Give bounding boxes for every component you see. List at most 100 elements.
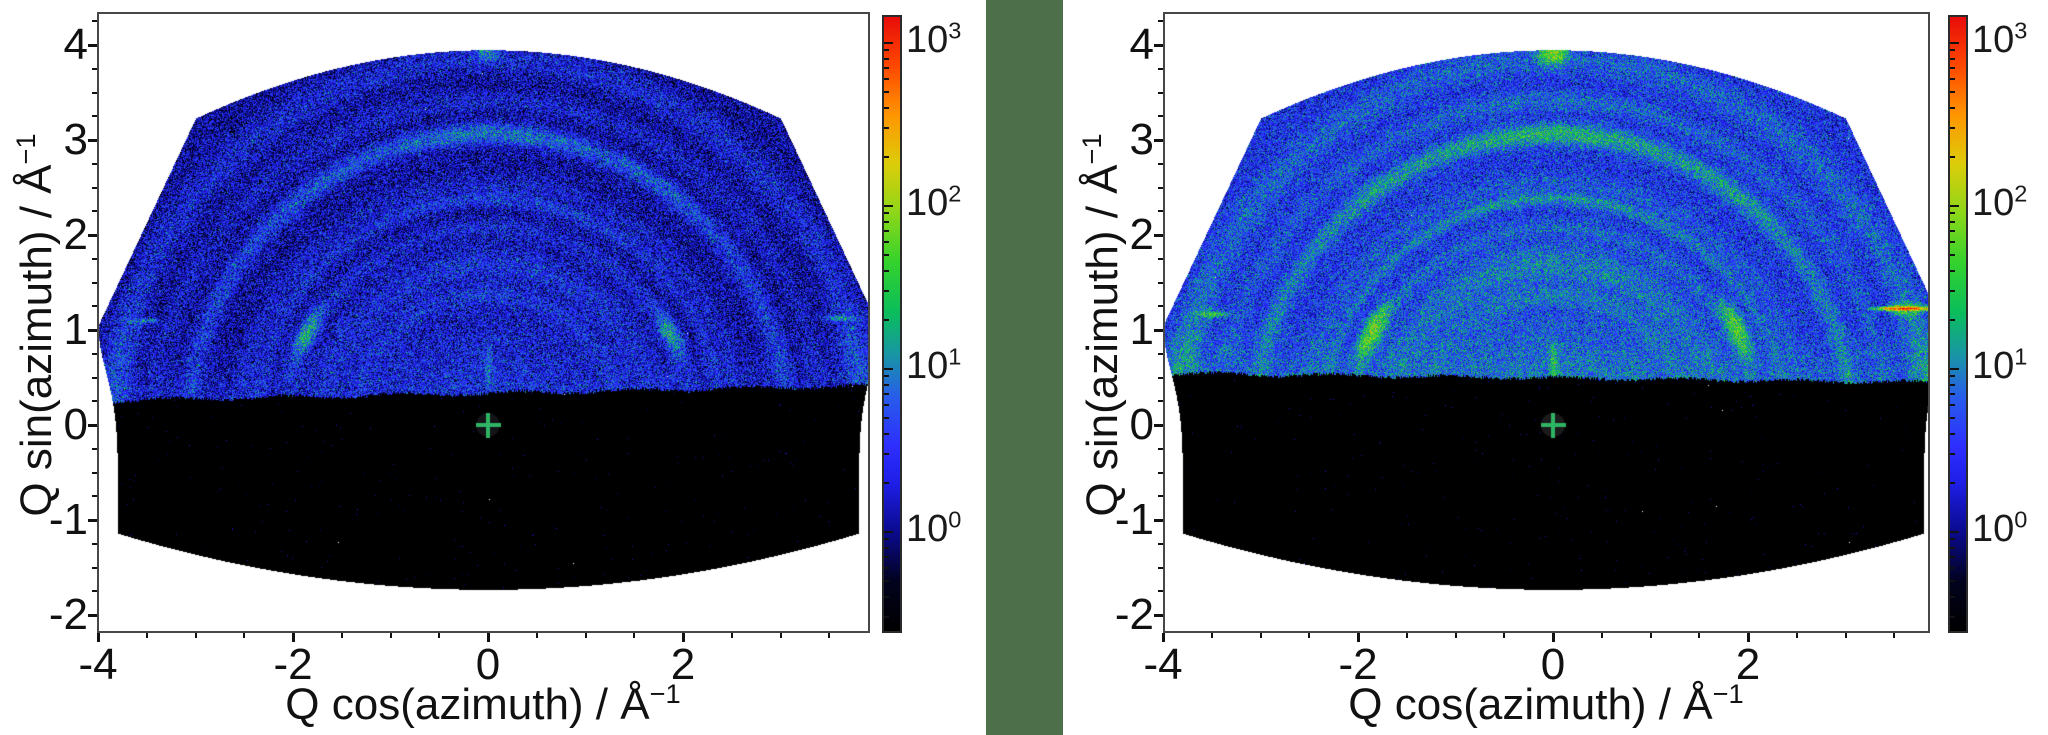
y-tick-label: 4 (63, 20, 88, 69)
x-major-tick (96, 633, 100, 642)
colorbar-minor-tick (884, 546, 889, 549)
x-minor-tick (1259, 633, 1262, 638)
x-axis-title-left: Q cos(azimuth) / Å−1 (285, 678, 681, 729)
colorbar-minor-tick (884, 290, 889, 293)
colorbar-tick-label: 103 (906, 17, 962, 61)
y-minor-tick (1158, 305, 1163, 308)
colorbar-minor-tick (884, 579, 889, 582)
y-major-tick (1154, 43, 1163, 47)
x-minor-tick (1454, 633, 1457, 638)
y-minor-tick (1158, 566, 1163, 569)
y-major-tick (88, 423, 97, 427)
y-minor-tick (1158, 495, 1163, 498)
y-tick-label: 2 (63, 210, 88, 259)
colorbar-minor-tick (884, 375, 889, 378)
colorbar-minor-tick (1950, 375, 1955, 378)
x-major-tick (681, 633, 685, 642)
colorbar-minor-tick (1950, 57, 1955, 60)
y-minor-tick (92, 91, 97, 94)
y-tick-label: -2 (1114, 590, 1154, 639)
x-major-tick (1746, 633, 1750, 642)
y-minor-tick (1158, 257, 1163, 260)
y-minor-tick (92, 115, 97, 118)
x-tick-label: 0 (1540, 640, 1566, 689)
y-tick-label: -1 (1114, 495, 1154, 544)
y-minor-tick (92, 447, 97, 450)
colorbar-minor-tick (884, 595, 889, 598)
y-tick-label: 0 (1129, 400, 1154, 449)
x-minor-tick (1795, 633, 1798, 638)
colorbar-left (882, 15, 902, 633)
colorbar-minor-tick (884, 220, 889, 223)
colorbar-gradient-left (884, 17, 900, 631)
x-tick-label: -2 (1338, 640, 1378, 689)
colorbar-minor-tick (1950, 106, 1955, 109)
y-tick-label: 3 (1129, 115, 1154, 164)
x-minor-tick (1698, 633, 1701, 638)
colorbar-minor-tick (1950, 290, 1955, 293)
colorbar-minor-tick (884, 230, 889, 233)
y-minor-tick (1158, 20, 1163, 23)
colorbar-minor-tick (884, 481, 889, 484)
x-tick-label: -4 (1143, 640, 1183, 689)
y-minor-tick (92, 210, 97, 213)
y-minor-tick (1158, 400, 1163, 403)
x-minor-tick (1503, 633, 1506, 638)
y-minor-tick (92, 400, 97, 403)
colorbar-minor-tick (1950, 538, 1955, 541)
y-major-tick (88, 613, 97, 617)
x-tick-label: 2 (1735, 640, 1761, 689)
y-minor-tick (92, 186, 97, 189)
y-minor-tick (1158, 186, 1163, 189)
colorbar-minor-tick (1950, 77, 1955, 80)
heatmap-canvas-left (97, 12, 870, 633)
colorbar-minor-tick (884, 66, 889, 69)
x-minor-tick (633, 633, 636, 638)
colorbar-minor-tick (884, 453, 889, 456)
x-minor-tick (389, 633, 392, 638)
colorbar-minor-tick (1950, 155, 1955, 158)
y-minor-tick (1158, 352, 1163, 355)
colorbar-minor-tick (884, 253, 889, 256)
colorbar-major-tick (884, 41, 893, 44)
colorbar-right (1948, 15, 1968, 633)
colorbar-minor-tick (1950, 212, 1955, 215)
y-minor-tick (1158, 471, 1163, 474)
x-minor-tick (584, 633, 587, 638)
y-minor-tick (1158, 447, 1163, 450)
colorbar-minor-tick (884, 77, 889, 80)
colorbar-tick-label: 101 (1972, 343, 2028, 387)
colorbar-minor-tick (884, 432, 889, 435)
colorbar-minor-tick (1950, 481, 1955, 484)
colorbar-major-tick (884, 204, 893, 207)
y-tick-label: 1 (1129, 305, 1154, 354)
y-minor-tick (1158, 281, 1163, 284)
colorbar-minor-tick (884, 318, 889, 321)
colorbar-minor-tick (1950, 240, 1955, 243)
colorbar-tick-label: 100 (906, 506, 962, 550)
heatmap-plot-right (1163, 12, 1930, 633)
y-minor-tick (1158, 210, 1163, 213)
colorbar-minor-tick (1950, 126, 1955, 129)
y-minor-tick (1158, 91, 1163, 94)
colorbar-minor-tick (1950, 393, 1955, 396)
colorbar-tick-label: 101 (906, 343, 962, 387)
y-major-tick (88, 233, 97, 237)
colorbar-minor-tick (1950, 253, 1955, 256)
y-minor-tick (1158, 590, 1163, 593)
colorbar-minor-tick (884, 90, 889, 93)
y-minor-tick (92, 495, 97, 498)
panel-divider (986, 0, 1063, 735)
y-major-tick (1154, 423, 1163, 427)
x-tick-label: -4 (78, 640, 118, 689)
x-minor-tick (779, 633, 782, 638)
colorbar-minor-tick (1950, 616, 1955, 619)
y-tick-label: -1 (48, 495, 88, 544)
y-minor-tick (92, 257, 97, 260)
y-minor-tick (92, 471, 97, 474)
x-minor-tick (1210, 633, 1213, 638)
colorbar-major-tick (1950, 530, 1959, 533)
colorbar-minor-tick (1950, 416, 1955, 419)
x-minor-tick (1844, 633, 1847, 638)
y-minor-tick (92, 281, 97, 284)
